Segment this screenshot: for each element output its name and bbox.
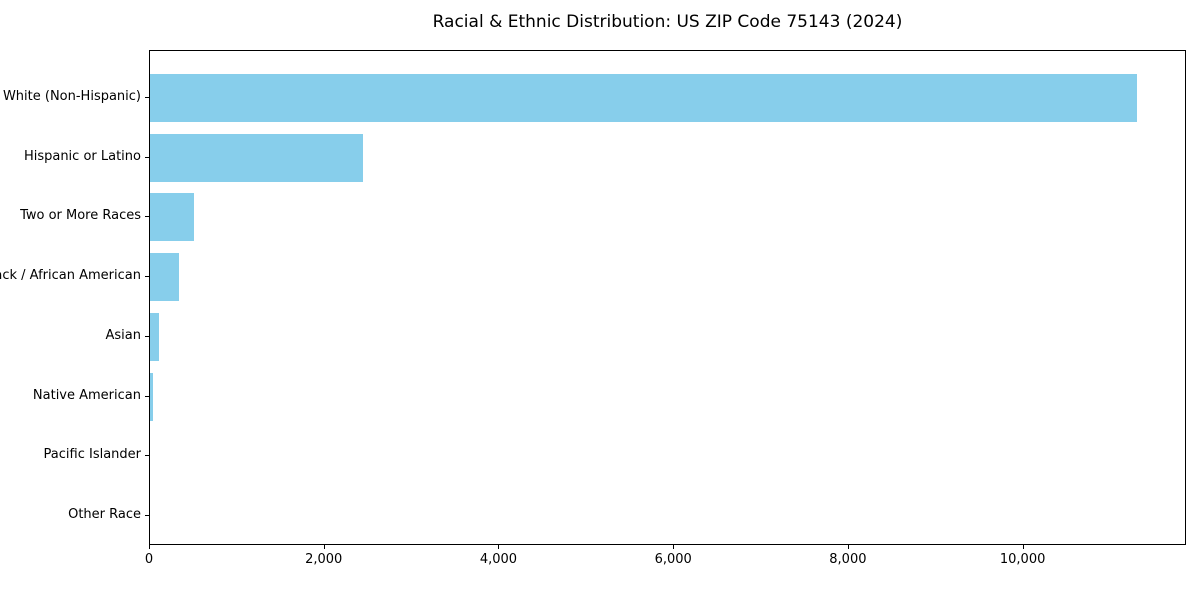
y-tick-label-pacific-islander: Pacific Islander — [43, 447, 141, 463]
x-tick-mark — [498, 545, 500, 549]
x-tick-label-6-000: 6,000 — [654, 552, 692, 567]
bar-hispanic-or-latino — [150, 133, 364, 182]
x-tick-mark — [847, 545, 849, 549]
x-tick-mark — [673, 545, 675, 549]
y-tick-mark — [145, 216, 149, 218]
y-tick-mark — [145, 97, 149, 98]
y-tick-label-asian: Asian — [105, 327, 141, 343]
y-tick-label-other-race: Other Race — [68, 506, 141, 522]
y-tick-label-hispanic-or-latino: Hispanic or Latino — [23, 148, 141, 164]
x-tick-mark — [1022, 545, 1024, 549]
x-tick-mark — [323, 545, 325, 549]
bar-asian — [150, 312, 159, 361]
y-tick-label-native-american: Native American — [32, 387, 141, 403]
y-tick-label-two-or-more-races: Two or More Races — [20, 208, 141, 224]
x-tick-mark — [149, 545, 150, 549]
bar-native-american — [150, 372, 153, 421]
y-tick-label-black-african-american: Black / African American — [0, 268, 141, 284]
y-tick-mark — [145, 395, 149, 397]
y-tick-mark — [145, 156, 149, 158]
bar-white-non-hispanic — [150, 74, 1138, 122]
bar-black-african-american — [150, 253, 179, 302]
x-tick-label-8-000: 8,000 — [829, 552, 867, 567]
y-tick-mark — [145, 335, 149, 337]
x-tick-label-0: 0 — [144, 552, 154, 567]
bar-two-or-more-races — [150, 193, 194, 242]
x-tick-label-4-000: 4,000 — [479, 552, 518, 567]
chart-title: Racial & Ethnic Distribution: US ZIP Cod… — [432, 12, 903, 32]
x-tick-label-10-000: 10,000 — [999, 552, 1046, 567]
plot-area — [149, 50, 1186, 545]
y-tick-mark — [145, 276, 149, 278]
y-tick-mark — [145, 514, 149, 516]
y-tick-mark — [145, 455, 149, 457]
x-tick-label-2-000: 2,000 — [305, 552, 343, 567]
y-tick-label-white-non-hispanic: White (Non-Hispanic) — [2, 89, 141, 104]
